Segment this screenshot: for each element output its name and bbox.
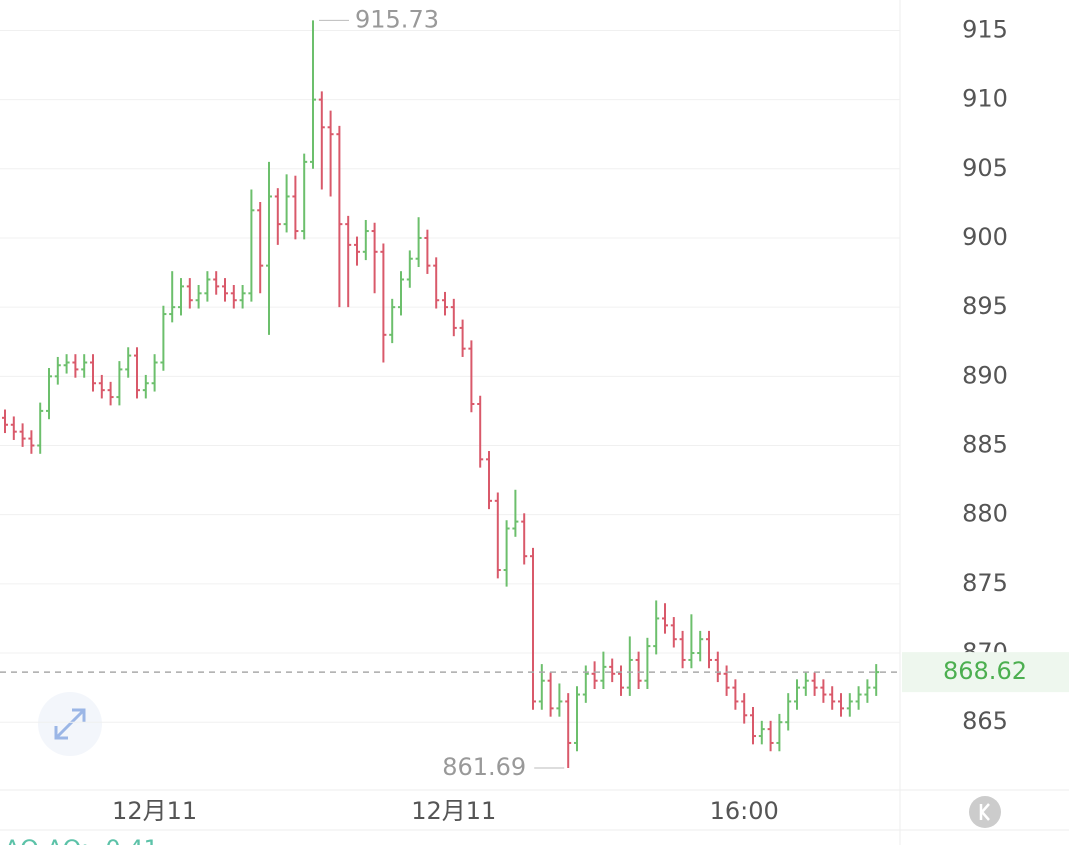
- x-tick-label: 12月11: [411, 797, 496, 825]
- y-tick-label: 875: [962, 569, 1008, 597]
- y-tick-label: 880: [962, 500, 1008, 528]
- y-tick-label: 895: [962, 292, 1008, 320]
- min-label: 861.69: [442, 753, 526, 781]
- y-tick-label: 900: [962, 223, 1008, 251]
- y-tick-label: 890: [962, 361, 1008, 389]
- max-label: 915.73: [355, 5, 439, 33]
- y-tick-label: 915: [962, 15, 1008, 43]
- y-tick-label: 905: [962, 154, 1008, 182]
- k-button[interactable]: [969, 796, 1001, 828]
- indicator-label: AO AO: -0.41: [4, 835, 159, 845]
- y-tick-label: 910: [962, 85, 1008, 113]
- y-tick-label: 885: [962, 430, 1008, 458]
- x-tick-label: 12月11: [112, 797, 197, 825]
- last-price-box: [902, 652, 1069, 693]
- x-tick-label: 16:00: [710, 797, 779, 825]
- expand-button[interactable]: [38, 692, 102, 756]
- y-tick-label: 865: [962, 707, 1008, 735]
- last-price-label: 868.62: [943, 657, 1027, 685]
